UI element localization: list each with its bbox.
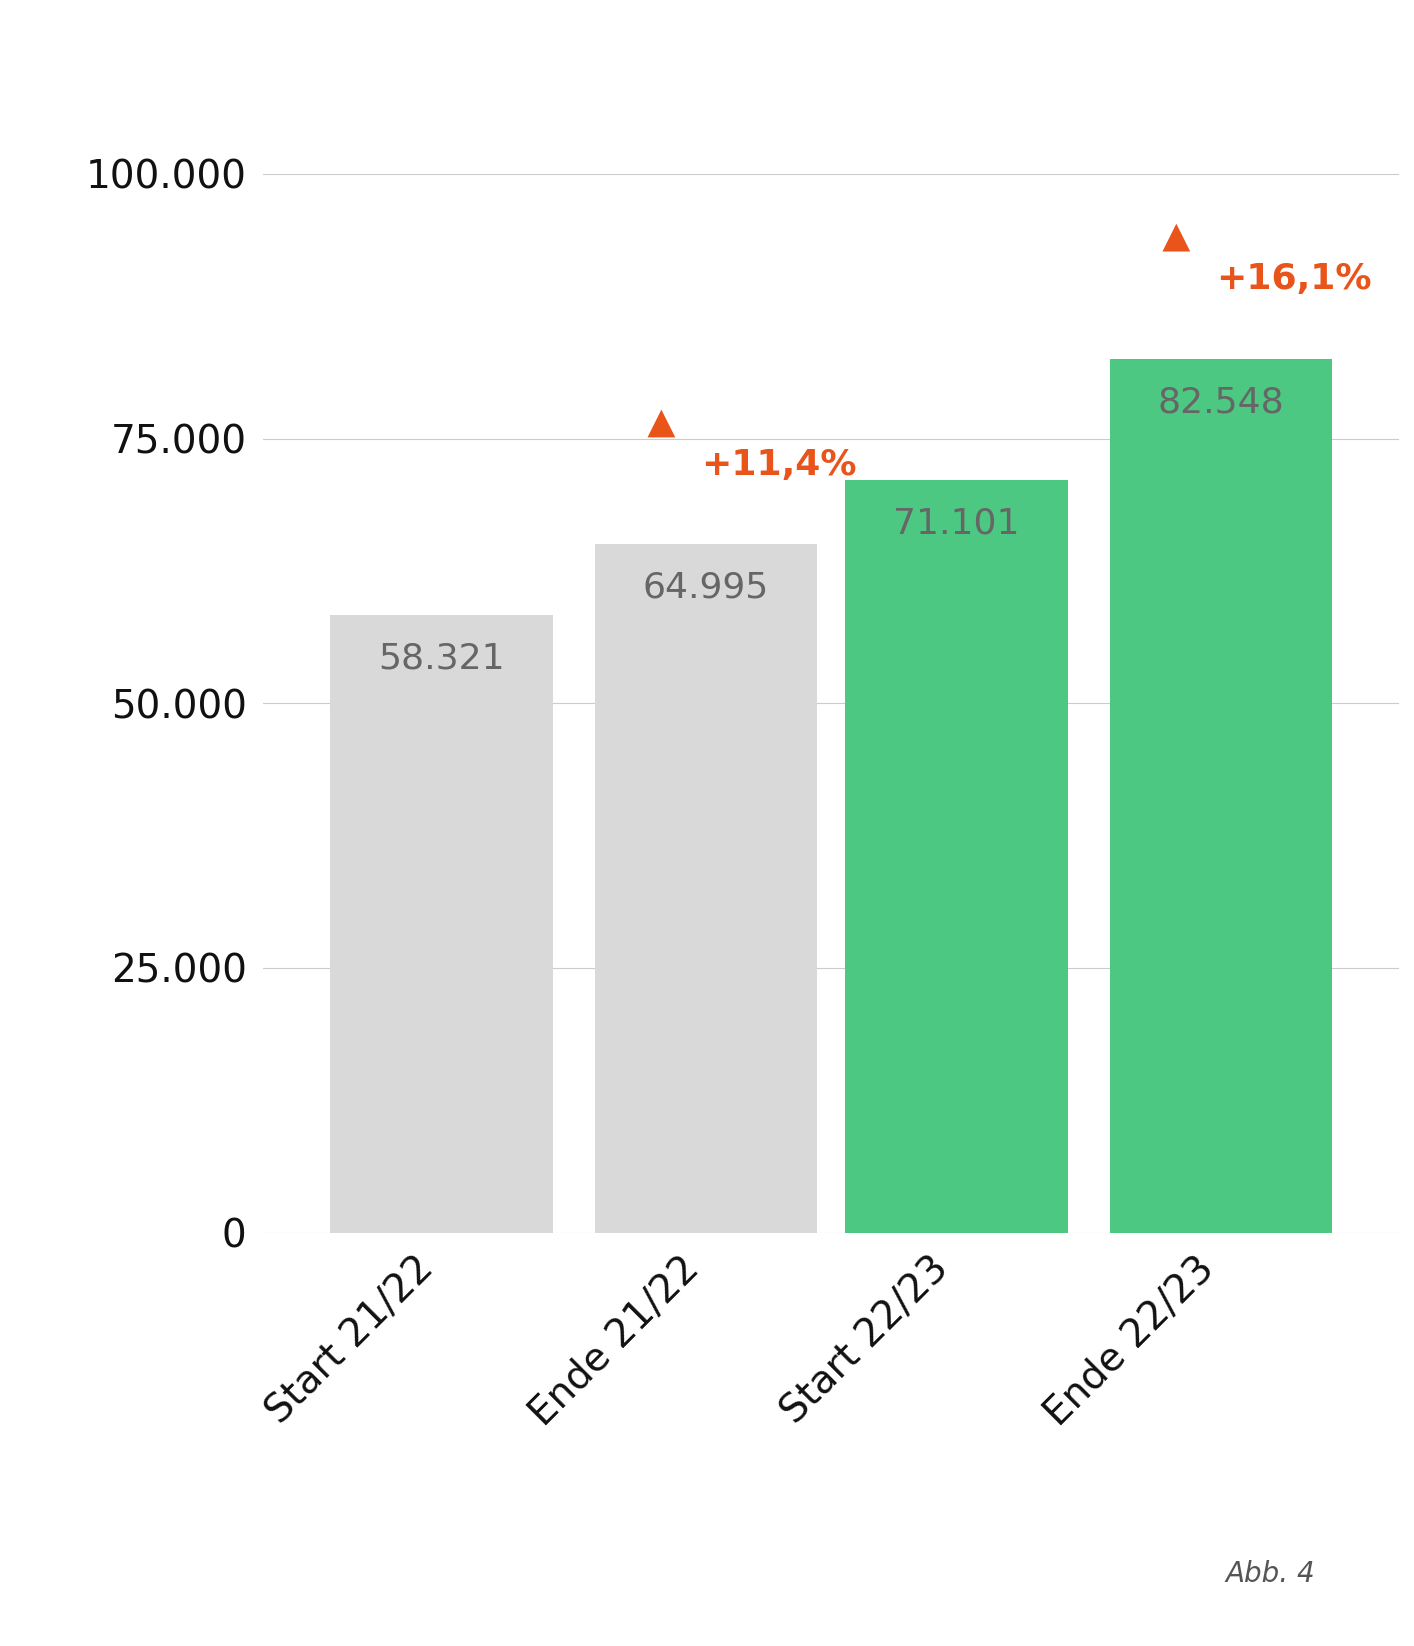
Bar: [1110, 359, 1332, 1233]
Text: 58.321: 58.321: [378, 642, 505, 675]
Text: +16,1%: +16,1%: [1216, 262, 1372, 296]
Text: 64.995: 64.995: [643, 571, 769, 606]
Text: +11,4%: +11,4%: [701, 448, 857, 482]
Bar: [846, 481, 1068, 1233]
Bar: [595, 545, 817, 1233]
Text: 71.101: 71.101: [894, 507, 1019, 540]
Text: Abb. 4: Abb. 4: [1226, 1560, 1315, 1588]
Bar: [329, 616, 553, 1233]
Text: 82.548: 82.548: [1158, 385, 1284, 420]
